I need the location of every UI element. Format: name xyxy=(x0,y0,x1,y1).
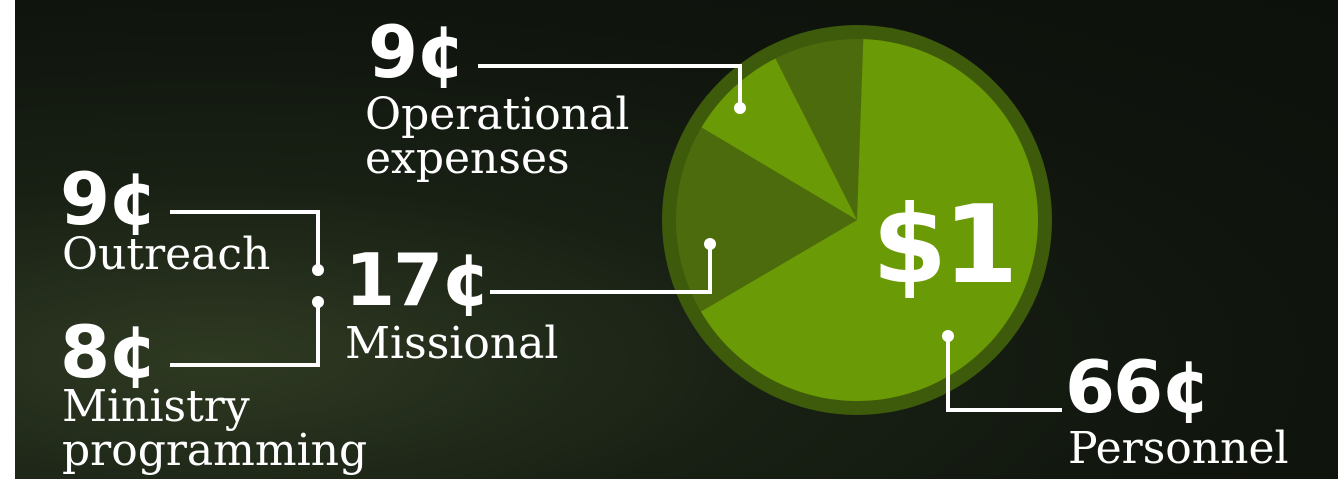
connector xyxy=(478,64,742,108)
pie-slice xyxy=(676,127,857,312)
connector-dot xyxy=(312,296,324,308)
connector xyxy=(170,210,320,270)
value-label: 66¢ xyxy=(1065,345,1211,429)
pie-slice xyxy=(700,39,1038,401)
connector-dot xyxy=(942,330,954,342)
category-label: Ministry programming xyxy=(62,381,368,476)
chart xyxy=(170,25,1062,415)
infographic: $1 9¢ Operational expenses 17¢ Missional 66¢ P… xyxy=(15,0,1338,479)
connector-dot xyxy=(734,102,746,114)
category-label: Outreach xyxy=(62,229,271,280)
connector-dot xyxy=(312,264,324,276)
connector xyxy=(946,336,1062,412)
category-label: Operational expenses xyxy=(365,89,630,184)
category-label: Personnel xyxy=(1068,423,1289,474)
value-label: 17¢ xyxy=(345,238,491,322)
value-label: 9¢ xyxy=(60,157,158,241)
connector xyxy=(490,244,712,294)
connector xyxy=(170,302,320,367)
value-label: 9¢ xyxy=(368,10,466,94)
value-label: 8¢ xyxy=(60,310,158,394)
center-label: $1 xyxy=(872,183,1018,308)
category-label: Missional xyxy=(345,318,559,369)
connector-dot xyxy=(704,238,716,250)
